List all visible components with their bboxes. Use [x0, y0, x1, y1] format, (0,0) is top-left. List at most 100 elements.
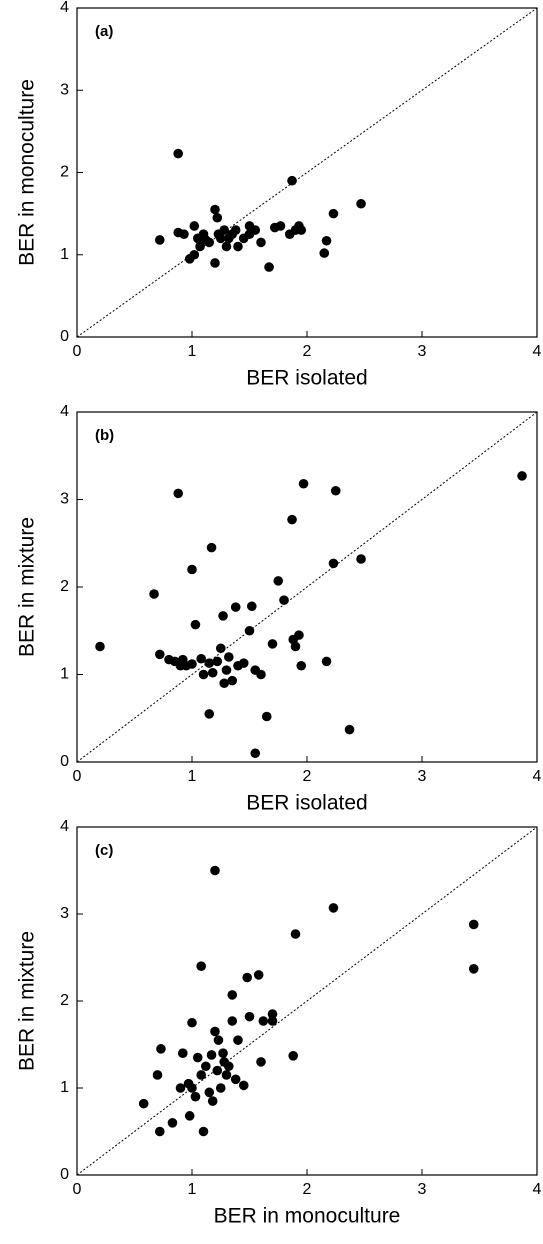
y-tick-label: 2 — [60, 164, 69, 181]
y-axis-label: BER in mixture — [16, 931, 39, 1071]
point — [221, 241, 232, 252]
point — [321, 235, 332, 246]
point — [138, 1098, 149, 1109]
point — [290, 929, 301, 939]
point — [238, 658, 249, 668]
point — [244, 1011, 255, 1022]
point — [230, 602, 241, 612]
point — [173, 488, 183, 499]
point — [244, 625, 255, 636]
point — [195, 241, 205, 252]
point — [221, 665, 232, 675]
point — [328, 208, 339, 219]
y-tick-label: 4 — [60, 0, 69, 16]
point — [230, 225, 241, 235]
point — [218, 611, 228, 621]
point — [224, 1061, 234, 1072]
point — [210, 865, 220, 876]
point — [204, 709, 215, 719]
point — [206, 1050, 217, 1060]
x-tick-label: 4 — [533, 343, 542, 360]
point — [155, 1126, 165, 1137]
point — [261, 711, 272, 722]
point — [167, 1118, 178, 1128]
point — [173, 148, 183, 159]
point — [321, 656, 332, 667]
point — [344, 724, 355, 735]
point — [149, 589, 159, 599]
point — [212, 656, 223, 667]
point — [196, 961, 206, 971]
x-tick-label: 1 — [188, 1181, 197, 1198]
point — [152, 1070, 163, 1080]
x-axis-label: BER in monoculture — [214, 1205, 401, 1228]
point — [221, 1070, 232, 1080]
point — [256, 1057, 266, 1067]
point — [204, 237, 215, 248]
point — [356, 198, 366, 209]
y-tick-label: 0 — [60, 1166, 69, 1183]
point — [178, 1048, 188, 1058]
point — [328, 558, 339, 569]
point — [175, 1083, 186, 1093]
x-tick-label: 2 — [303, 768, 312, 785]
panel-label: (a) — [95, 23, 113, 40]
point — [187, 564, 197, 575]
y-tick-label: 1 — [60, 246, 69, 263]
panel-label: (b) — [95, 427, 114, 444]
point — [258, 1016, 269, 1026]
point — [156, 1044, 166, 1054]
point — [196, 653, 206, 664]
point — [210, 204, 220, 215]
point — [206, 542, 217, 553]
x-tick-label: 0 — [73, 343, 82, 360]
y-tick-label: 2 — [60, 578, 69, 595]
y-tick-label: 1 — [60, 666, 69, 683]
point — [196, 1070, 206, 1080]
x-tick-label: 1 — [188, 768, 197, 785]
y-tick-label: 0 — [60, 753, 69, 770]
point — [227, 1016, 238, 1026]
point — [219, 678, 229, 689]
point — [264, 262, 274, 272]
point — [192, 1052, 203, 1063]
point — [224, 652, 234, 662]
point — [218, 1048, 228, 1058]
point — [179, 229, 189, 239]
point — [198, 1126, 209, 1137]
point — [267, 639, 278, 649]
reference-line — [76, 826, 538, 1176]
x-tick-label: 3 — [418, 343, 427, 360]
point — [184, 1111, 195, 1121]
point — [517, 471, 527, 481]
point — [267, 1009, 278, 1019]
x-tick-label: 0 — [73, 768, 82, 785]
x-tick-label: 3 — [418, 1181, 427, 1198]
point — [155, 235, 165, 245]
point — [356, 554, 366, 564]
point — [215, 233, 226, 244]
y-tick-label: 3 — [60, 491, 69, 508]
y-tick-label: 1 — [60, 1079, 69, 1096]
point — [330, 485, 341, 496]
point — [212, 212, 223, 223]
point — [233, 1035, 243, 1045]
y-axis-label: BER in mixture — [16, 517, 39, 657]
x-axis-label: BER isolated — [246, 792, 367, 815]
x-tick-label: 0 — [73, 1181, 82, 1198]
point — [238, 1080, 249, 1091]
point — [298, 478, 309, 489]
point — [204, 658, 215, 668]
point — [189, 221, 200, 231]
x-tick-label: 3 — [418, 768, 427, 785]
point — [212, 1065, 223, 1076]
y-tick-label: 3 — [60, 81, 69, 98]
point — [287, 514, 297, 525]
point — [219, 225, 229, 235]
point — [294, 630, 304, 640]
point — [155, 649, 165, 660]
point — [273, 576, 284, 586]
point — [227, 675, 238, 686]
point — [215, 1083, 226, 1093]
point — [296, 225, 307, 235]
